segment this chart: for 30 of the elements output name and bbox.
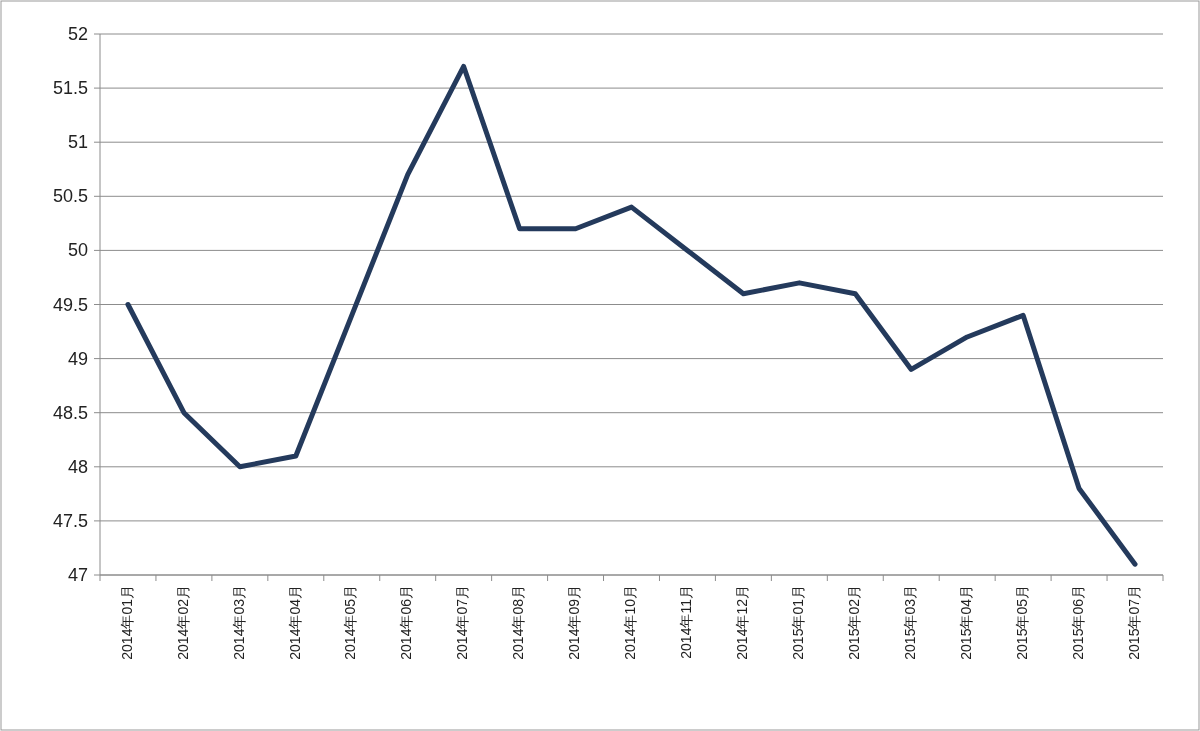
- y-tick-label: 49.5: [52, 294, 88, 315]
- x-tick-label: 2014年12月: [734, 585, 751, 660]
- x-tick-label: 2015年05月: [1013, 585, 1030, 660]
- x-tick-label: 2015年06月: [1069, 585, 1086, 660]
- x-tick-label: 2014年06月: [398, 585, 415, 660]
- x-tick-label: 2014年07月: [454, 585, 471, 660]
- x-tick-label: 2014年02月: [174, 585, 191, 660]
- x-tick-label: 2015年02月: [845, 585, 862, 660]
- x-tick-label: 2014年05月: [342, 585, 359, 660]
- x-tick-label: 2015年01月: [790, 585, 807, 660]
- x-tick-label: 2014年04月: [286, 585, 303, 660]
- x-tick-label: 2014年09月: [566, 585, 583, 660]
- y-tick-label: 48.5: [52, 402, 88, 423]
- y-tick-label: 47.5: [52, 510, 88, 531]
- y-tick-label: 51.5: [52, 78, 88, 99]
- y-tick-label: 50.5: [52, 186, 88, 207]
- y-tick-label: 52: [67, 24, 88, 44]
- y-tick-label: 51: [67, 132, 88, 153]
- x-tick-label: 2014年01月: [118, 585, 135, 660]
- x-tick-label: 2014年08月: [510, 585, 527, 660]
- y-tick-label: 50: [67, 240, 88, 261]
- x-tick-label: 2015年03月: [901, 585, 918, 660]
- y-tick-label: 47: [67, 565, 88, 585]
- x-tick-label: 2014年11月: [678, 585, 695, 659]
- y-tick-label: 49: [67, 348, 88, 369]
- x-tick-label: 2014年03月: [230, 585, 247, 660]
- x-tick-label: 2014年10月: [622, 585, 639, 660]
- x-tick-label: 2015年07月: [1125, 585, 1142, 660]
- x-tick-label: 2015年04月: [957, 585, 974, 660]
- y-tick-label: 48: [67, 456, 88, 477]
